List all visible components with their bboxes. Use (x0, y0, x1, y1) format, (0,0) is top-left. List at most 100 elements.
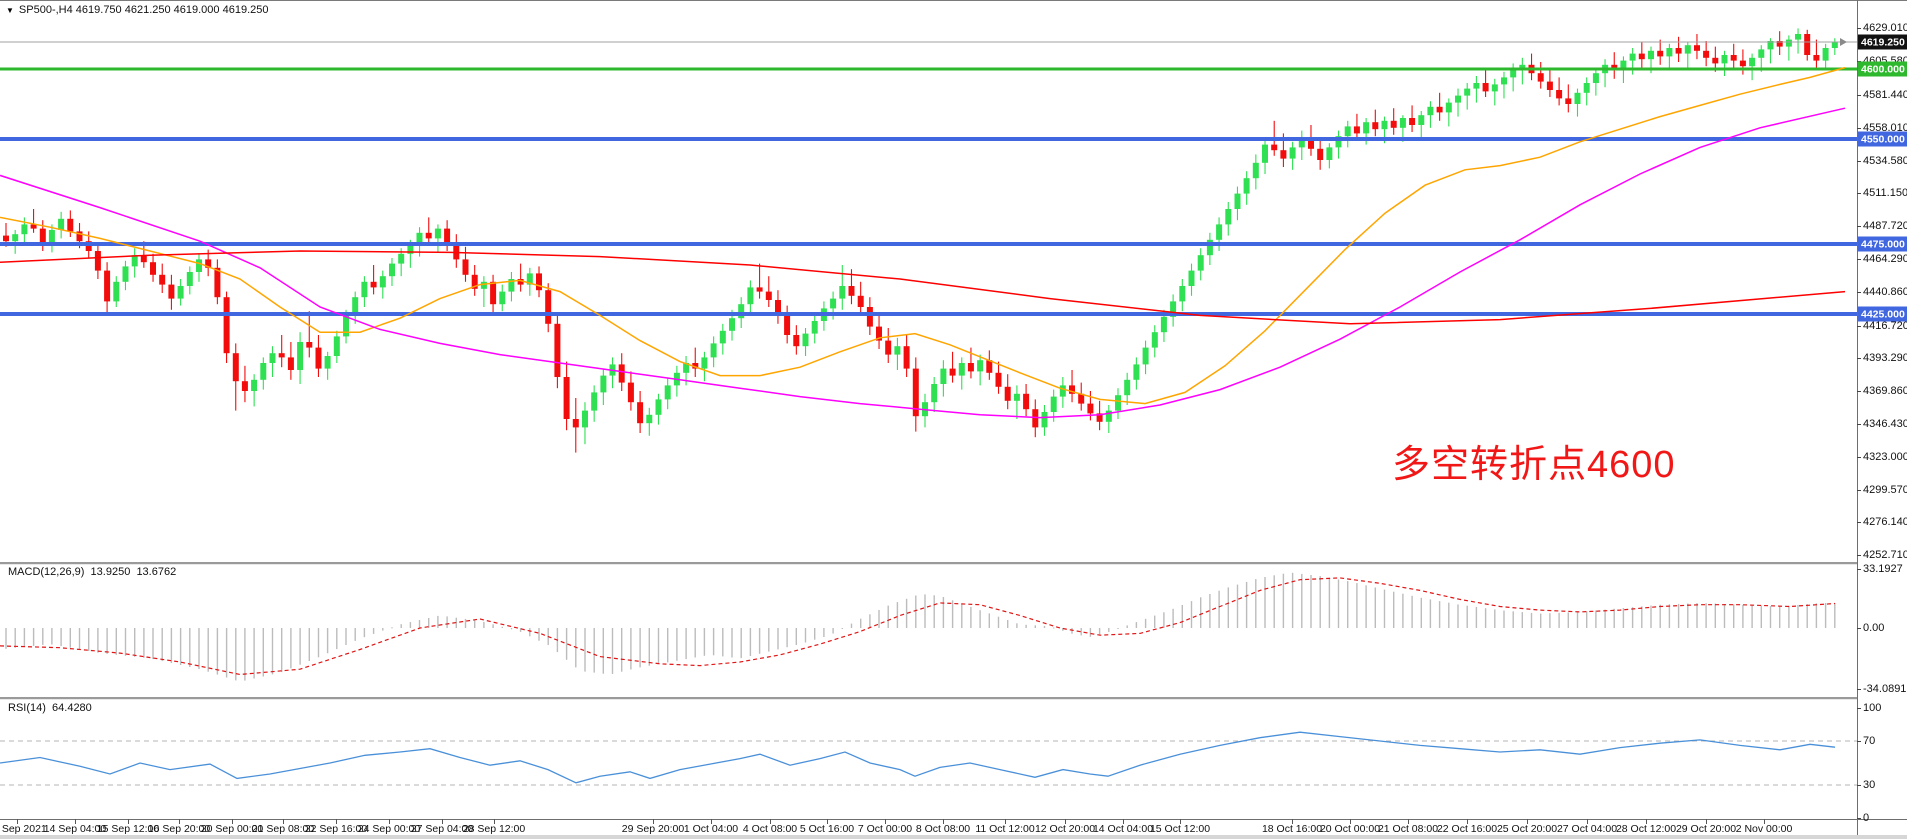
candle-body (1160, 316, 1167, 333)
macd-bar (271, 628, 274, 675)
candle-body (1234, 193, 1241, 209)
candle-body (1335, 136, 1342, 148)
candle-body (1436, 106, 1443, 113)
time-tick-mark (442, 819, 443, 824)
candle-body (618, 364, 625, 383)
candle-body (425, 232, 432, 239)
candle-body (113, 281, 120, 302)
candle-body (1749, 57, 1756, 67)
candle-body (1096, 413, 1103, 422)
candle-body (94, 251, 101, 271)
candle-body (39, 228, 46, 244)
time-tick-mark (1123, 819, 1124, 824)
candle-body (324, 356, 331, 369)
ma-fast-orange (0, 66, 1846, 405)
macd-bar (51, 628, 53, 645)
candle-body (1317, 148, 1324, 160)
candle-body (30, 224, 37, 229)
candle-body (967, 363, 974, 372)
rsi-tick-mark (1857, 785, 1861, 786)
rsi-tick-mark (1857, 708, 1861, 709)
candle-body (278, 353, 285, 358)
candle-body (389, 263, 395, 277)
macd-bar (501, 626, 503, 628)
macd-bar (1356, 583, 1358, 628)
price-tick-label: 4629.010 (1863, 22, 1907, 35)
candle-body (572, 419, 579, 428)
macd-bar (400, 624, 402, 628)
macd-bar (1218, 590, 1220, 628)
time-tick-mark (389, 819, 390, 824)
candle-body (664, 385, 671, 400)
macd-bar (170, 628, 173, 663)
candle-body (646, 414, 653, 424)
macd-bar (685, 628, 687, 660)
macd-signal-value: 13.6762 (136, 566, 177, 578)
price-tick-mark (1857, 95, 1861, 96)
macd-bar (777, 628, 779, 650)
candle-body (554, 323, 561, 377)
time-label: 29 Sep 20:00 (621, 823, 685, 835)
time-tick-mark (179, 819, 180, 824)
macd-bar (951, 600, 954, 628)
pane-separator-main-macd[interactable] (0, 562, 1857, 565)
rsi-tick-label: 70 (1863, 735, 1876, 747)
macd-bar (1475, 606, 1478, 628)
macd-bar (795, 628, 797, 645)
time-label: 4 Oct 08:00 (742, 823, 798, 835)
macd-tick-mark (1857, 568, 1861, 570)
price-badge-4475.000: 4475.000 (1858, 236, 1907, 252)
candle-body (719, 330, 726, 344)
price-tick-label: 4369.860 (1863, 385, 1907, 398)
candle-body (1445, 102, 1452, 113)
candle-body (76, 231, 83, 242)
candle-body (1694, 45, 1700, 51)
macd-bar (860, 618, 862, 628)
candle-body (1795, 34, 1801, 40)
macd-bar (1604, 609, 1606, 628)
macd-bar (391, 627, 393, 629)
macd-bar (354, 628, 356, 641)
pane-separator-macd-rsi[interactable] (0, 697, 1857, 700)
candle-body (1050, 396, 1057, 412)
candle-body (1620, 60, 1627, 71)
macd-bar (1374, 587, 1376, 628)
time-label: 2 Nov 00:00 (1735, 823, 1793, 835)
symbol-dropdown-icon[interactable]: ▼ (6, 5, 14, 15)
candle-body (1721, 55, 1728, 64)
candle-body (1822, 48, 1829, 61)
price-badge-4425.000: 4425.000 (1858, 306, 1907, 322)
macd-histogram (5, 572, 1836, 681)
macd-bar (253, 628, 255, 679)
macd-bar (1448, 602, 1450, 628)
macd-bar (749, 628, 752, 656)
rsi-tick-label: 0 (1863, 812, 1870, 824)
candle-body (1648, 50, 1654, 60)
candle-body (131, 255, 138, 267)
candle-body (536, 273, 542, 291)
macd-bar (1742, 604, 1744, 628)
macd-bar (740, 628, 742, 659)
macd-bar (1558, 612, 1560, 628)
time-label: 8 Oct 08:00 (915, 823, 971, 835)
macd-bar (1586, 611, 1588, 628)
time-tick-mark (1005, 819, 1006, 824)
macd-bar (152, 628, 154, 660)
macd-bar (1007, 620, 1009, 628)
candle-body (729, 318, 735, 331)
time-tick-mark (1467, 819, 1468, 824)
macd-bar (134, 628, 136, 657)
candle-body (122, 266, 129, 282)
macd-bar (841, 628, 843, 629)
candle-body (1243, 178, 1250, 194)
candle-body (894, 346, 901, 355)
price-tick-label: 4393.290 (1863, 352, 1907, 365)
candle-body (1280, 150, 1287, 159)
macd-bar (621, 628, 623, 672)
candle-body (811, 321, 818, 334)
macd-bar (657, 628, 660, 665)
price-badge-4619.250: 4619.250 (1858, 34, 1907, 50)
macd-bar (437, 615, 439, 628)
candle-body (940, 368, 947, 384)
